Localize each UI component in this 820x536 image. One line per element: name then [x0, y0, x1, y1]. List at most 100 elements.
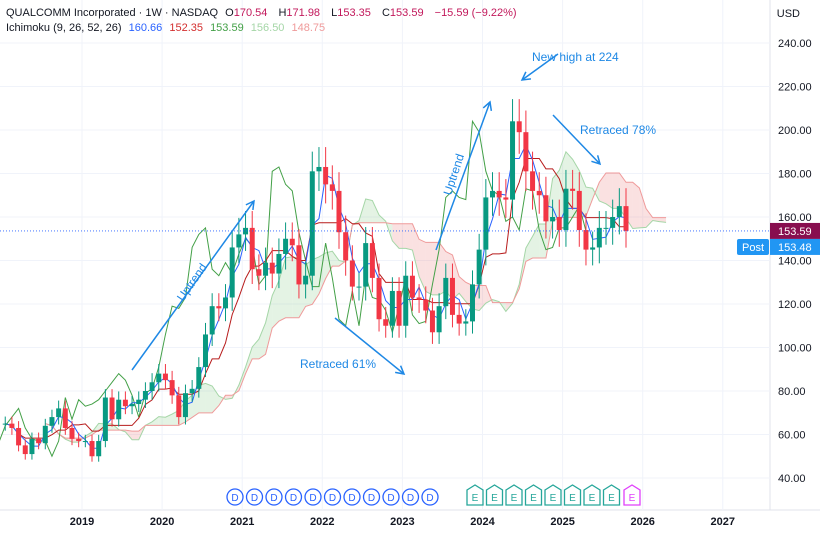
candle-body — [56, 408, 62, 418]
candle-body — [169, 380, 175, 396]
candle-body — [276, 253, 282, 274]
candle-body — [162, 373, 168, 381]
candle-body — [516, 121, 522, 133]
candle-body — [570, 188, 576, 191]
arrow-head-icon — [591, 155, 602, 166]
candle-body — [42, 425, 48, 444]
ichimoku-cloud-segment — [325, 251, 333, 279]
ichimoku-cloud-segment — [252, 339, 259, 359]
candle-body — [142, 391, 148, 400]
candle-body — [76, 438, 82, 442]
candle-body — [543, 195, 549, 222]
candle-body — [156, 373, 162, 383]
dividend-marker-label: D — [290, 493, 297, 504]
ichimoku-cloud-segment — [419, 239, 426, 292]
dividend-marker-icon — [284, 488, 303, 506]
y-tick-label: 120.00 — [778, 299, 812, 311]
ichimoku-cloud-segment — [265, 295, 273, 355]
open-label: O — [225, 7, 234, 19]
candle-body — [616, 206, 622, 217]
ichimoku-cloud-segment — [646, 208, 653, 228]
earnings-marker-label: E — [589, 493, 596, 504]
ichimoku-cloud-segment — [605, 172, 613, 209]
dividend-marker-icon — [304, 488, 322, 506]
close-label: C — [381, 7, 390, 19]
dividend-marker-icon — [226, 488, 244, 506]
x-tick-label: 2025 — [550, 516, 574, 528]
arrow-head-icon — [482, 100, 493, 112]
candle-body — [82, 441, 88, 443]
candle-body — [303, 275, 309, 285]
candle-body — [356, 286, 362, 288]
earnings-marker-icon — [623, 484, 641, 506]
lagging-value: 153.59 — [210, 22, 244, 34]
dividend-marker-label: D — [387, 493, 394, 504]
ichimoku-cloud-segment — [585, 187, 593, 217]
candle-body — [343, 232, 349, 261]
candle-body — [96, 441, 102, 457]
ichimoku-cloud-segment — [205, 383, 213, 413]
candle-body — [443, 277, 449, 307]
post-label: Post — [742, 242, 764, 254]
symbol-line: QUALCOMM Incorporated · 1W · NASDAQ O170… — [6, 6, 521, 21]
candle-body — [396, 290, 402, 326]
candle-body — [429, 310, 435, 333]
ichimoku-cloud-segment — [372, 200, 380, 223]
candle-body — [376, 277, 382, 320]
x-tick-label: 2024 — [470, 516, 495, 528]
candle-body — [623, 206, 629, 231]
dividend-marker-label: D — [329, 493, 336, 504]
candle-body — [363, 243, 369, 287]
arrow-head-icon — [395, 365, 406, 375]
earnings-marker-icon — [544, 484, 562, 506]
candle-body — [129, 404, 135, 407]
post-price-value: 153.48 — [778, 242, 812, 254]
candle-body — [89, 441, 95, 457]
candle-body — [149, 382, 155, 391]
candle-body — [229, 247, 235, 298]
lagging-span-line — [0, 119, 587, 458]
currency-label[interactable]: USD — [776, 8, 800, 20]
high-value: 171.98 — [286, 7, 321, 19]
candle-body — [309, 171, 315, 276]
candle-body — [590, 247, 596, 250]
candle-body — [196, 367, 202, 389]
candle-body — [323, 166, 329, 185]
ichimoku-cloud-segment — [552, 170, 560, 222]
low-value: 153.35 — [337, 7, 371, 19]
dividend-marker-icon — [323, 488, 342, 506]
high-label: H — [278, 7, 287, 19]
annotation-retraced-61: Retraced 61% — [300, 357, 376, 371]
ichimoku-cloud-segment — [258, 322, 266, 359]
candle-body — [550, 217, 556, 222]
x-tick-label: 2027 — [711, 516, 735, 528]
ichimoku-cloud-segment — [532, 223, 540, 259]
candle-body — [62, 408, 68, 428]
ichimoku-cloud-segment — [212, 385, 219, 413]
candle-body — [449, 277, 455, 315]
candle-body — [216, 306, 222, 309]
earnings-marker-icon — [602, 484, 621, 506]
dividend-marker-label: D — [270, 493, 277, 504]
candle-body — [236, 234, 242, 248]
change-value: −15.59 (−9.22%) — [434, 7, 517, 19]
candle-body — [563, 188, 569, 231]
candle-body — [316, 166, 322, 172]
y-tick-label: 60.00 — [778, 430, 806, 442]
candle-body — [116, 399, 122, 420]
earnings-marker-label: E — [569, 493, 576, 504]
candle-body — [182, 393, 188, 418]
candle-body — [22, 445, 28, 455]
indicator-line[interactable]: Ichimoku (9, 26, 52, 26) 160.66 152.35 1… — [6, 21, 521, 36]
ichimoku-cloud-segment — [412, 223, 420, 277]
candle-body — [69, 427, 75, 439]
candle-body — [249, 227, 255, 270]
candle-body — [223, 297, 229, 309]
x-tick-label: 2021 — [230, 516, 254, 528]
dividend-marker-icon — [343, 488, 361, 506]
annotation-uptrend-1: Uptrend — [174, 261, 210, 304]
last-price-value: 153.59 — [778, 226, 812, 238]
y-tick-label: 240.00 — [778, 38, 812, 50]
candle-body — [49, 417, 55, 426]
